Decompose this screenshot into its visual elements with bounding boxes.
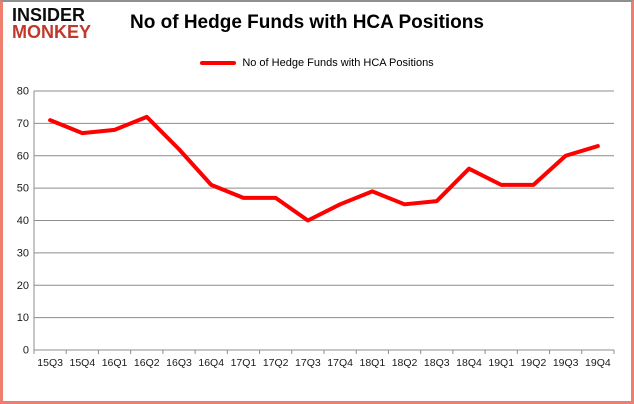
y-tick-label-40: 40 bbox=[17, 215, 29, 227]
y-tick-label-10: 10 bbox=[17, 312, 29, 324]
y-tick-label-80: 80 bbox=[17, 86, 29, 98]
x-tick-label-16Q3: 16Q3 bbox=[166, 357, 192, 369]
x-tick-label-16Q2: 16Q2 bbox=[134, 357, 160, 369]
x-tick-label-19Q4: 19Q4 bbox=[585, 357, 611, 369]
x-tick-label-16Q4: 16Q4 bbox=[198, 357, 224, 369]
series-line-no-of-hedge-funds-with-hca-positions bbox=[48, 114, 600, 223]
insider-monkey-logo: INSIDER MONKEY bbox=[12, 5, 92, 43]
y-tick-label-50: 50 bbox=[17, 183, 29, 195]
x-tick-label-17Q1: 17Q1 bbox=[231, 357, 257, 369]
x-tick-label-18Q3: 18Q3 bbox=[424, 357, 450, 369]
y-tick-label-30: 30 bbox=[17, 247, 29, 259]
x-tick-label-17Q4: 17Q4 bbox=[327, 357, 353, 369]
logo-text-insider: INSIDER bbox=[12, 5, 86, 25]
chart-title: No of Hedge Funds with HCA Positions bbox=[130, 12, 484, 33]
logo-text-monkey: MONKEY bbox=[12, 22, 92, 43]
x-tick-label-16Q1: 16Q1 bbox=[102, 357, 128, 369]
legend-line-swatch bbox=[200, 61, 237, 65]
x-tick-label-18Q4: 18Q4 bbox=[456, 357, 482, 369]
y-tick-label-0: 0 bbox=[23, 345, 29, 357]
y-tick-label-60: 60 bbox=[17, 150, 29, 162]
legend-label: No of Hedge Funds with HCA Positions bbox=[242, 57, 434, 69]
x-tick-label-15Q4: 15Q4 bbox=[69, 357, 95, 369]
x-tick-label-18Q2: 18Q2 bbox=[392, 357, 418, 369]
x-tick-label-17Q3: 17Q3 bbox=[295, 357, 321, 369]
x-tick-label-17Q2: 17Q2 bbox=[263, 357, 289, 369]
x-tick-label-19Q1: 19Q1 bbox=[488, 357, 514, 369]
y-tick-label-20: 20 bbox=[17, 280, 29, 292]
x-tick-label-15Q3: 15Q3 bbox=[37, 357, 63, 369]
legend: No of Hedge Funds with HCA Positions bbox=[0, 57, 634, 69]
x-tick-label-19Q3: 19Q3 bbox=[553, 357, 579, 369]
x-tick-label-19Q2: 19Q2 bbox=[521, 357, 547, 369]
y-tick-label-70: 70 bbox=[17, 118, 29, 130]
x-tick-label-18Q1: 18Q1 bbox=[359, 357, 385, 369]
